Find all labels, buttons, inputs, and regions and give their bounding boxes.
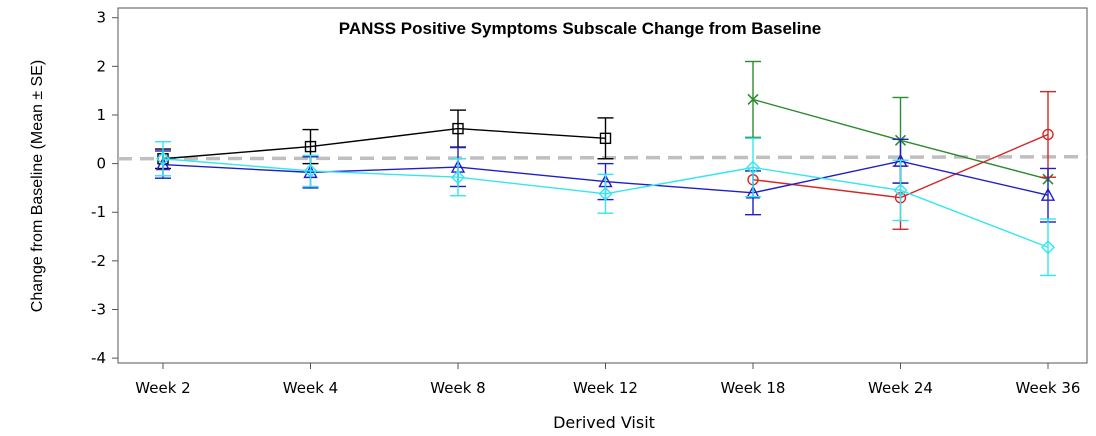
series-line bbox=[162, 127, 606, 160]
x-tick-label: Week 24 bbox=[868, 379, 933, 397]
data-point-x bbox=[747, 93, 759, 105]
chart-title: PANSS Positive Symptoms Subscale Change … bbox=[339, 19, 821, 38]
data-point-diamond bbox=[598, 186, 613, 201]
series-4 bbox=[155, 137, 1056, 277]
data-point-diamond bbox=[746, 160, 760, 175]
y-tick-label: -2 bbox=[91, 252, 106, 270]
x-tick-label: Week 8 bbox=[430, 379, 485, 397]
x-tick-label: Week 18 bbox=[721, 379, 786, 397]
x-axis-label: Derived Visit bbox=[553, 413, 655, 432]
data-point-square bbox=[452, 122, 464, 135]
x-tick-label: Week 36 bbox=[1016, 379, 1081, 397]
y-tick-label: -4 bbox=[91, 349, 106, 367]
data-point-square bbox=[304, 140, 317, 153]
y-tick-label: 3 bbox=[96, 9, 106, 27]
data-point-circle bbox=[1042, 128, 1054, 141]
x-tick-label: Week 2 bbox=[135, 379, 190, 397]
reference-line bbox=[117, 155, 1088, 161]
y-tick-label: 1 bbox=[96, 106, 106, 124]
y-axis-label: Change from Baseline (Mean ± SE) bbox=[29, 60, 46, 312]
plot-frame bbox=[117, 7, 1088, 364]
data-point-square bbox=[599, 132, 612, 145]
data-point-diamond bbox=[1041, 240, 1055, 255]
data-point-triangle bbox=[1040, 187, 1056, 201]
data-point-triangle bbox=[745, 185, 761, 199]
data-point-diamond bbox=[156, 151, 170, 166]
data-point-diamond bbox=[893, 183, 908, 198]
y-tick-label: -3 bbox=[91, 301, 106, 319]
y-tick-label: 2 bbox=[96, 57, 106, 75]
x-tick-label: Week 12 bbox=[573, 379, 638, 397]
data-point-diamond bbox=[451, 170, 465, 185]
x-tick-label: Week 4 bbox=[283, 379, 338, 397]
y-tick-label: -1 bbox=[91, 203, 106, 221]
y-tick-label: 0 bbox=[96, 155, 106, 173]
data-point-diamond bbox=[303, 163, 318, 178]
